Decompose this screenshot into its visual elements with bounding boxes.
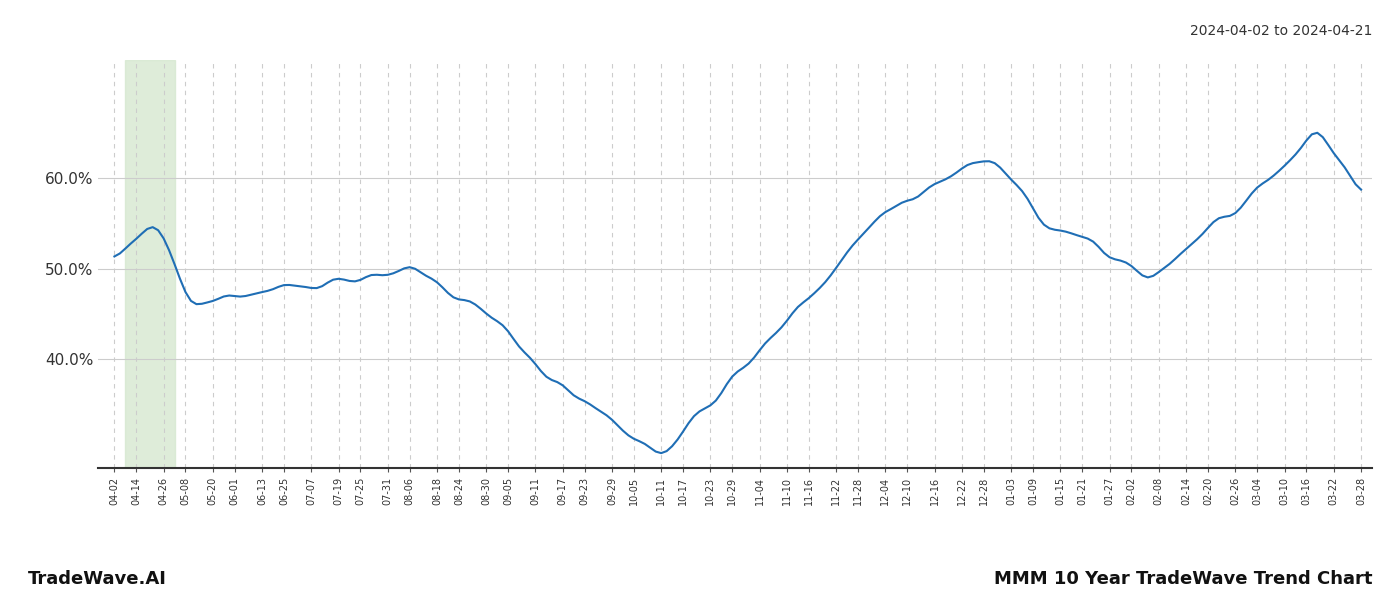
Text: MMM 10 Year TradeWave Trend Chart: MMM 10 Year TradeWave Trend Chart (994, 570, 1372, 588)
Text: TradeWave.AI: TradeWave.AI (28, 570, 167, 588)
Bar (126, 60, 175, 468)
Text: 2024-04-02 to 2024-04-21: 2024-04-02 to 2024-04-21 (1190, 24, 1372, 38)
